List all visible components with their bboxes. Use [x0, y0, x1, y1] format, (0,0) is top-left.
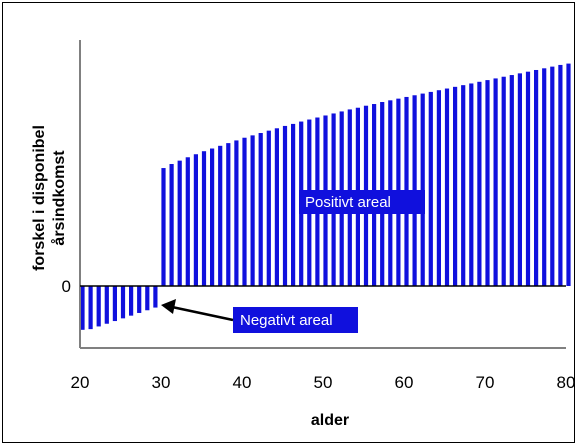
bar-age-24 — [112, 286, 117, 322]
x-tick-label-80: 80 — [557, 373, 576, 392]
bar-age-33 — [185, 157, 190, 286]
bar-age-27 — [137, 286, 142, 313]
bar-age-67 — [461, 85, 466, 286]
bar-age-69 — [477, 81, 482, 286]
x-tick-label-60: 60 — [395, 373, 414, 392]
bar-age-23 — [104, 286, 109, 324]
bar-age-72 — [501, 76, 506, 286]
bar-age-74 — [517, 73, 522, 286]
bar-age-45 — [282, 125, 288, 287]
negative-area-label-box — [233, 307, 358, 333]
bar-age-38 — [226, 143, 231, 286]
x-tick-label-70: 70 — [476, 373, 495, 392]
bar-age-77 — [542, 68, 547, 286]
y-tick-label-0: 0 — [62, 277, 71, 296]
bar-age-80 — [566, 63, 571, 287]
bar-age-21 — [88, 286, 93, 330]
positive-area-label-box — [299, 190, 425, 214]
bar-age-22 — [96, 286, 101, 327]
bar-age-62 — [420, 93, 425, 286]
bar-age-36 — [210, 148, 215, 286]
bar-age-26 — [129, 286, 134, 316]
x-tick-labels: 20 30 40 50 60 70 80 — [71, 373, 576, 392]
bar-age-41 — [250, 135, 255, 286]
x-tick-label-50: 50 — [314, 373, 333, 392]
bar-age-66 — [453, 86, 458, 286]
y-tick-labels: 0 — [62, 277, 71, 296]
x-tick-label-20: 20 — [71, 373, 90, 392]
y-axis-label-line-2: årsindkomst — [50, 150, 68, 246]
bar-age-35 — [201, 151, 207, 286]
negative-area-label: Negativt areal — [240, 312, 333, 329]
y-axis-label-line-1: forskel i disponibel — [31, 125, 48, 271]
negative-area-arrowhead — [161, 299, 176, 314]
x-tick-label-30: 30 — [152, 373, 171, 392]
x-tick-label-40: 40 — [233, 373, 252, 392]
bar-age-39 — [234, 140, 239, 286]
bar-age-68 — [469, 83, 474, 286]
bar-age-71 — [493, 78, 498, 286]
bar-age-63 — [428, 91, 433, 287]
bar-age-42 — [258, 133, 263, 286]
bar-age-32 — [177, 160, 182, 286]
positive-area-label: Positivt areal — [305, 194, 391, 211]
bar-age-40 — [242, 137, 247, 286]
negative-area-arrow — [171, 305, 234, 322]
bar-age-44 — [274, 128, 279, 286]
bar-age-76 — [534, 69, 539, 287]
x-axis-label: alder — [311, 412, 349, 429]
bar-age-31 — [169, 164, 174, 286]
bar-age-65 — [444, 88, 450, 286]
bar-age-70 — [485, 80, 490, 286]
bar-age-34 — [193, 154, 198, 286]
bar-age-73 — [509, 75, 514, 286]
bar-age-30 — [161, 168, 166, 286]
bar-age-75 — [525, 71, 531, 287]
bar-age-64 — [436, 90, 441, 287]
bar-age-78 — [550, 66, 555, 287]
bar-age-28 — [145, 286, 150, 311]
bar-age-79 — [558, 64, 563, 286]
bar-age-20 — [80, 286, 85, 330]
bar-age-25 — [120, 286, 126, 319]
bar-age-29 — [153, 286, 158, 308]
bar-age-46 — [291, 123, 296, 286]
bar-age-37 — [218, 145, 223, 286]
bar-age-43 — [266, 130, 271, 286]
